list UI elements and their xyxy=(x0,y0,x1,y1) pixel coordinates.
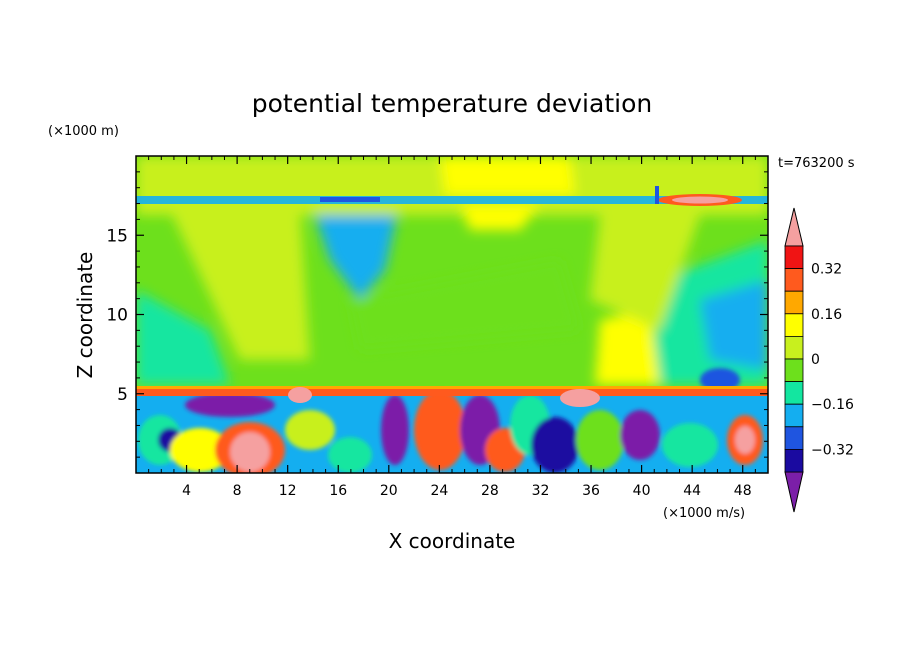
field-upper-cool-tick xyxy=(655,186,659,204)
x-unit-label: (×1000 m/s) xyxy=(663,506,745,521)
field-warm-light-diag-right xyxy=(590,215,700,330)
x-tick-label: 12 xyxy=(279,483,297,499)
field-tropopause-band xyxy=(136,196,768,204)
colorbar-label: −0.32 xyxy=(811,442,854,458)
y-axis-label: Z coordinate xyxy=(73,252,97,379)
field-inversion-warm-left xyxy=(288,387,312,403)
contour-field xyxy=(136,156,768,473)
field-eddy-q xyxy=(662,423,718,467)
field-eddy-s xyxy=(735,426,755,454)
colorbar-box xyxy=(784,358,804,383)
field-eddy-p xyxy=(620,410,660,460)
colorbar-box xyxy=(784,290,804,315)
field-eddy-i xyxy=(381,395,409,465)
field-warm-yellow-top xyxy=(440,156,575,195)
colorbar-box xyxy=(784,335,804,360)
field-eddy-f xyxy=(185,393,275,417)
colorbar: 0.32 0.16 0 −0.16 −0.32 xyxy=(784,207,854,513)
field-inversion-top xyxy=(136,386,768,389)
colorbar-label: −0.16 xyxy=(811,397,854,413)
x-tick-label: 16 xyxy=(329,483,347,499)
colorbar-box xyxy=(784,245,804,270)
x-tick-label: 40 xyxy=(633,483,651,499)
chart-title: potential temperature deviation xyxy=(252,89,652,118)
x-tick-label: 44 xyxy=(683,483,701,499)
y-tick-label: 5 xyxy=(117,385,128,405)
field-eddy-e xyxy=(230,432,270,472)
colorbar-box xyxy=(784,313,804,337)
x-tick-label: 28 xyxy=(481,483,499,499)
time-label: t=763200 s xyxy=(778,156,855,171)
x-axis-label: X coordinate xyxy=(389,529,516,553)
field-cool-teal-left xyxy=(136,290,230,385)
x-tick-label: 24 xyxy=(430,483,448,499)
field-eddy-o xyxy=(576,410,624,470)
colorbar-box xyxy=(784,448,804,473)
field-tropopause-core xyxy=(320,197,380,202)
field-cool-green-low xyxy=(350,260,580,350)
x-tick-label: 4 xyxy=(182,483,191,499)
colorbar-label: 0 xyxy=(811,352,820,368)
colorbar-label: 0.32 xyxy=(811,262,842,278)
y-tick-label: 15 xyxy=(106,226,128,246)
field-cool-cyan-center xyxy=(310,200,400,300)
field-upper-warm-core xyxy=(672,196,728,204)
colorbar-box xyxy=(784,268,804,292)
x-tick-label: 20 xyxy=(380,483,398,499)
y-unit-label: (×1000 m) xyxy=(48,124,119,139)
field-inversion-warm-right xyxy=(560,389,600,407)
field-warm-yellow-right xyxy=(595,310,660,385)
field-warm-light-diag-left xyxy=(170,210,310,360)
field-eddy-n xyxy=(531,417,579,473)
field-eddy-g xyxy=(285,410,335,450)
field-eddy-c xyxy=(170,428,230,472)
colorbar-box xyxy=(784,403,804,428)
field-inversion-layer xyxy=(136,388,768,396)
field-warm-yellow-mid xyxy=(460,205,540,230)
x-tick-label: 36 xyxy=(582,483,600,499)
field-eddy-j xyxy=(414,390,466,470)
x-tick-label: 32 xyxy=(532,483,550,499)
colorbar-box xyxy=(784,381,804,405)
field-eddy-h xyxy=(328,437,372,473)
colorbar-extend-bottom xyxy=(784,471,804,513)
colorbar-extend-top xyxy=(784,207,804,247)
y-tick-label: 10 xyxy=(106,306,128,326)
field-cool-cyan-right xyxy=(700,280,768,370)
colorbar-label: 0.16 xyxy=(811,307,842,323)
x-tick-label: 8 xyxy=(233,483,242,499)
x-tick-label: 48 xyxy=(734,483,752,499)
colorbar-box xyxy=(784,426,804,450)
